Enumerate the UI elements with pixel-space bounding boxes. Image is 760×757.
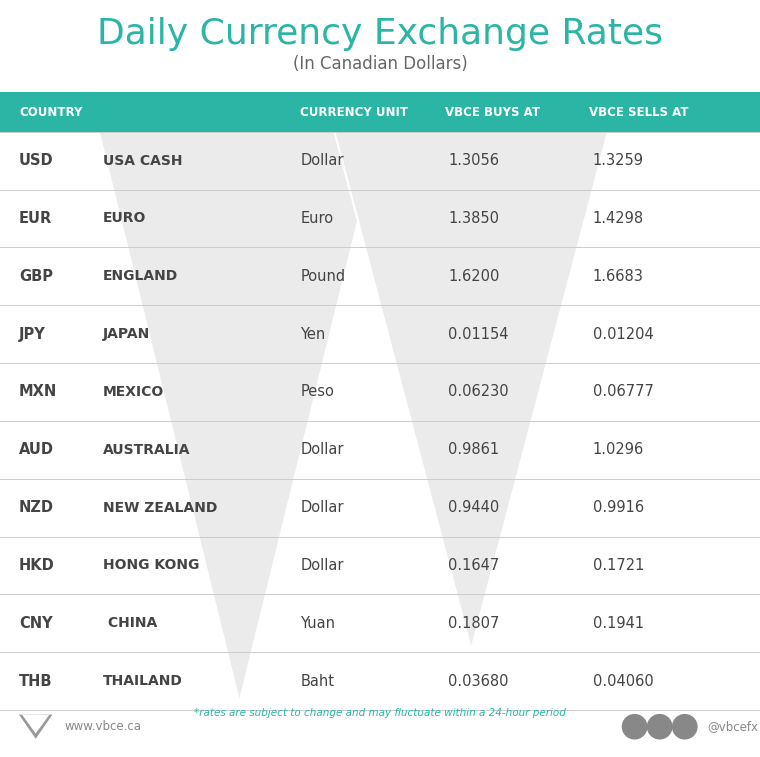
Text: Yen: Yen — [300, 326, 325, 341]
Text: 0.06777: 0.06777 — [593, 385, 654, 400]
Text: VBCE BUYS AT: VBCE BUYS AT — [445, 105, 540, 119]
Text: CURRENCY UNIT: CURRENCY UNIT — [300, 105, 408, 119]
Text: 0.01204: 0.01204 — [593, 326, 654, 341]
Text: EUR: EUR — [19, 211, 52, 226]
Text: Baht: Baht — [300, 674, 334, 689]
Text: 0.9440: 0.9440 — [448, 500, 499, 516]
Text: 0.1807: 0.1807 — [448, 615, 500, 631]
Bar — [0, 92, 760, 132]
Text: Dollar: Dollar — [300, 442, 344, 457]
Text: 1.3850: 1.3850 — [448, 211, 499, 226]
Text: 0.03680: 0.03680 — [448, 674, 509, 689]
Text: (In Canadian Dollars): (In Canadian Dollars) — [293, 55, 467, 73]
Text: NEW ZEALAND: NEW ZEALAND — [103, 500, 217, 515]
Text: Pound: Pound — [300, 269, 345, 284]
Text: Peso: Peso — [300, 385, 334, 400]
Text: 1.4298: 1.4298 — [593, 211, 644, 226]
Text: www.vbce.ca: www.vbce.ca — [65, 720, 141, 734]
Text: Euro: Euro — [300, 211, 334, 226]
Text: 0.9861: 0.9861 — [448, 442, 499, 457]
Text: Dollar: Dollar — [300, 500, 344, 516]
Text: Yuan: Yuan — [300, 615, 335, 631]
Text: AUSTRALIA: AUSTRALIA — [103, 443, 190, 456]
Text: HKD: HKD — [19, 558, 55, 573]
Text: THB: THB — [19, 674, 52, 689]
Text: 0.01154: 0.01154 — [448, 326, 509, 341]
Text: 1.3259: 1.3259 — [593, 153, 644, 168]
Text: VBCE SELLS AT: VBCE SELLS AT — [589, 105, 689, 119]
Text: 1.6683: 1.6683 — [593, 269, 644, 284]
Text: Dollar: Dollar — [300, 558, 344, 573]
Circle shape — [622, 715, 647, 739]
Polygon shape — [22, 715, 49, 734]
Text: ENGLAND: ENGLAND — [103, 269, 178, 283]
Text: AUD: AUD — [19, 442, 54, 457]
Text: GBP: GBP — [19, 269, 53, 284]
Text: 1.6200: 1.6200 — [448, 269, 500, 284]
Text: @vbcefx: @vbcefx — [707, 720, 758, 734]
Polygon shape — [99, 132, 380, 702]
Text: MEXICO: MEXICO — [103, 385, 164, 399]
Text: 0.1647: 0.1647 — [448, 558, 499, 573]
Text: CHINA: CHINA — [103, 616, 157, 631]
Text: JPY: JPY — [19, 326, 46, 341]
Text: *rates are subject to change and may fluctuate within a 24-hour period: *rates are subject to change and may flu… — [194, 708, 566, 718]
Text: 0.1721: 0.1721 — [593, 558, 644, 573]
Text: 0.9916: 0.9916 — [593, 500, 644, 516]
Text: NZD: NZD — [19, 500, 54, 516]
Text: HONG KONG: HONG KONG — [103, 559, 199, 572]
Text: 0.1941: 0.1941 — [593, 615, 644, 631]
Text: 1.3056: 1.3056 — [448, 153, 499, 168]
Text: EURO: EURO — [103, 211, 146, 226]
Text: 1.0296: 1.0296 — [593, 442, 644, 457]
Text: Daily Currency Exchange Rates: Daily Currency Exchange Rates — [97, 17, 663, 51]
Text: MXN: MXN — [19, 385, 57, 400]
Circle shape — [673, 715, 697, 739]
Text: USA CASH: USA CASH — [103, 154, 182, 167]
Circle shape — [648, 715, 672, 739]
Text: 0.06230: 0.06230 — [448, 385, 509, 400]
Polygon shape — [334, 132, 608, 650]
Text: THAILAND: THAILAND — [103, 674, 182, 688]
Text: JAPAN: JAPAN — [103, 327, 150, 341]
Text: Dollar: Dollar — [300, 153, 344, 168]
Text: USD: USD — [19, 153, 54, 168]
Text: COUNTRY: COUNTRY — [19, 105, 82, 119]
Text: 0.04060: 0.04060 — [593, 674, 654, 689]
Polygon shape — [19, 715, 52, 739]
Text: CNY: CNY — [19, 615, 52, 631]
